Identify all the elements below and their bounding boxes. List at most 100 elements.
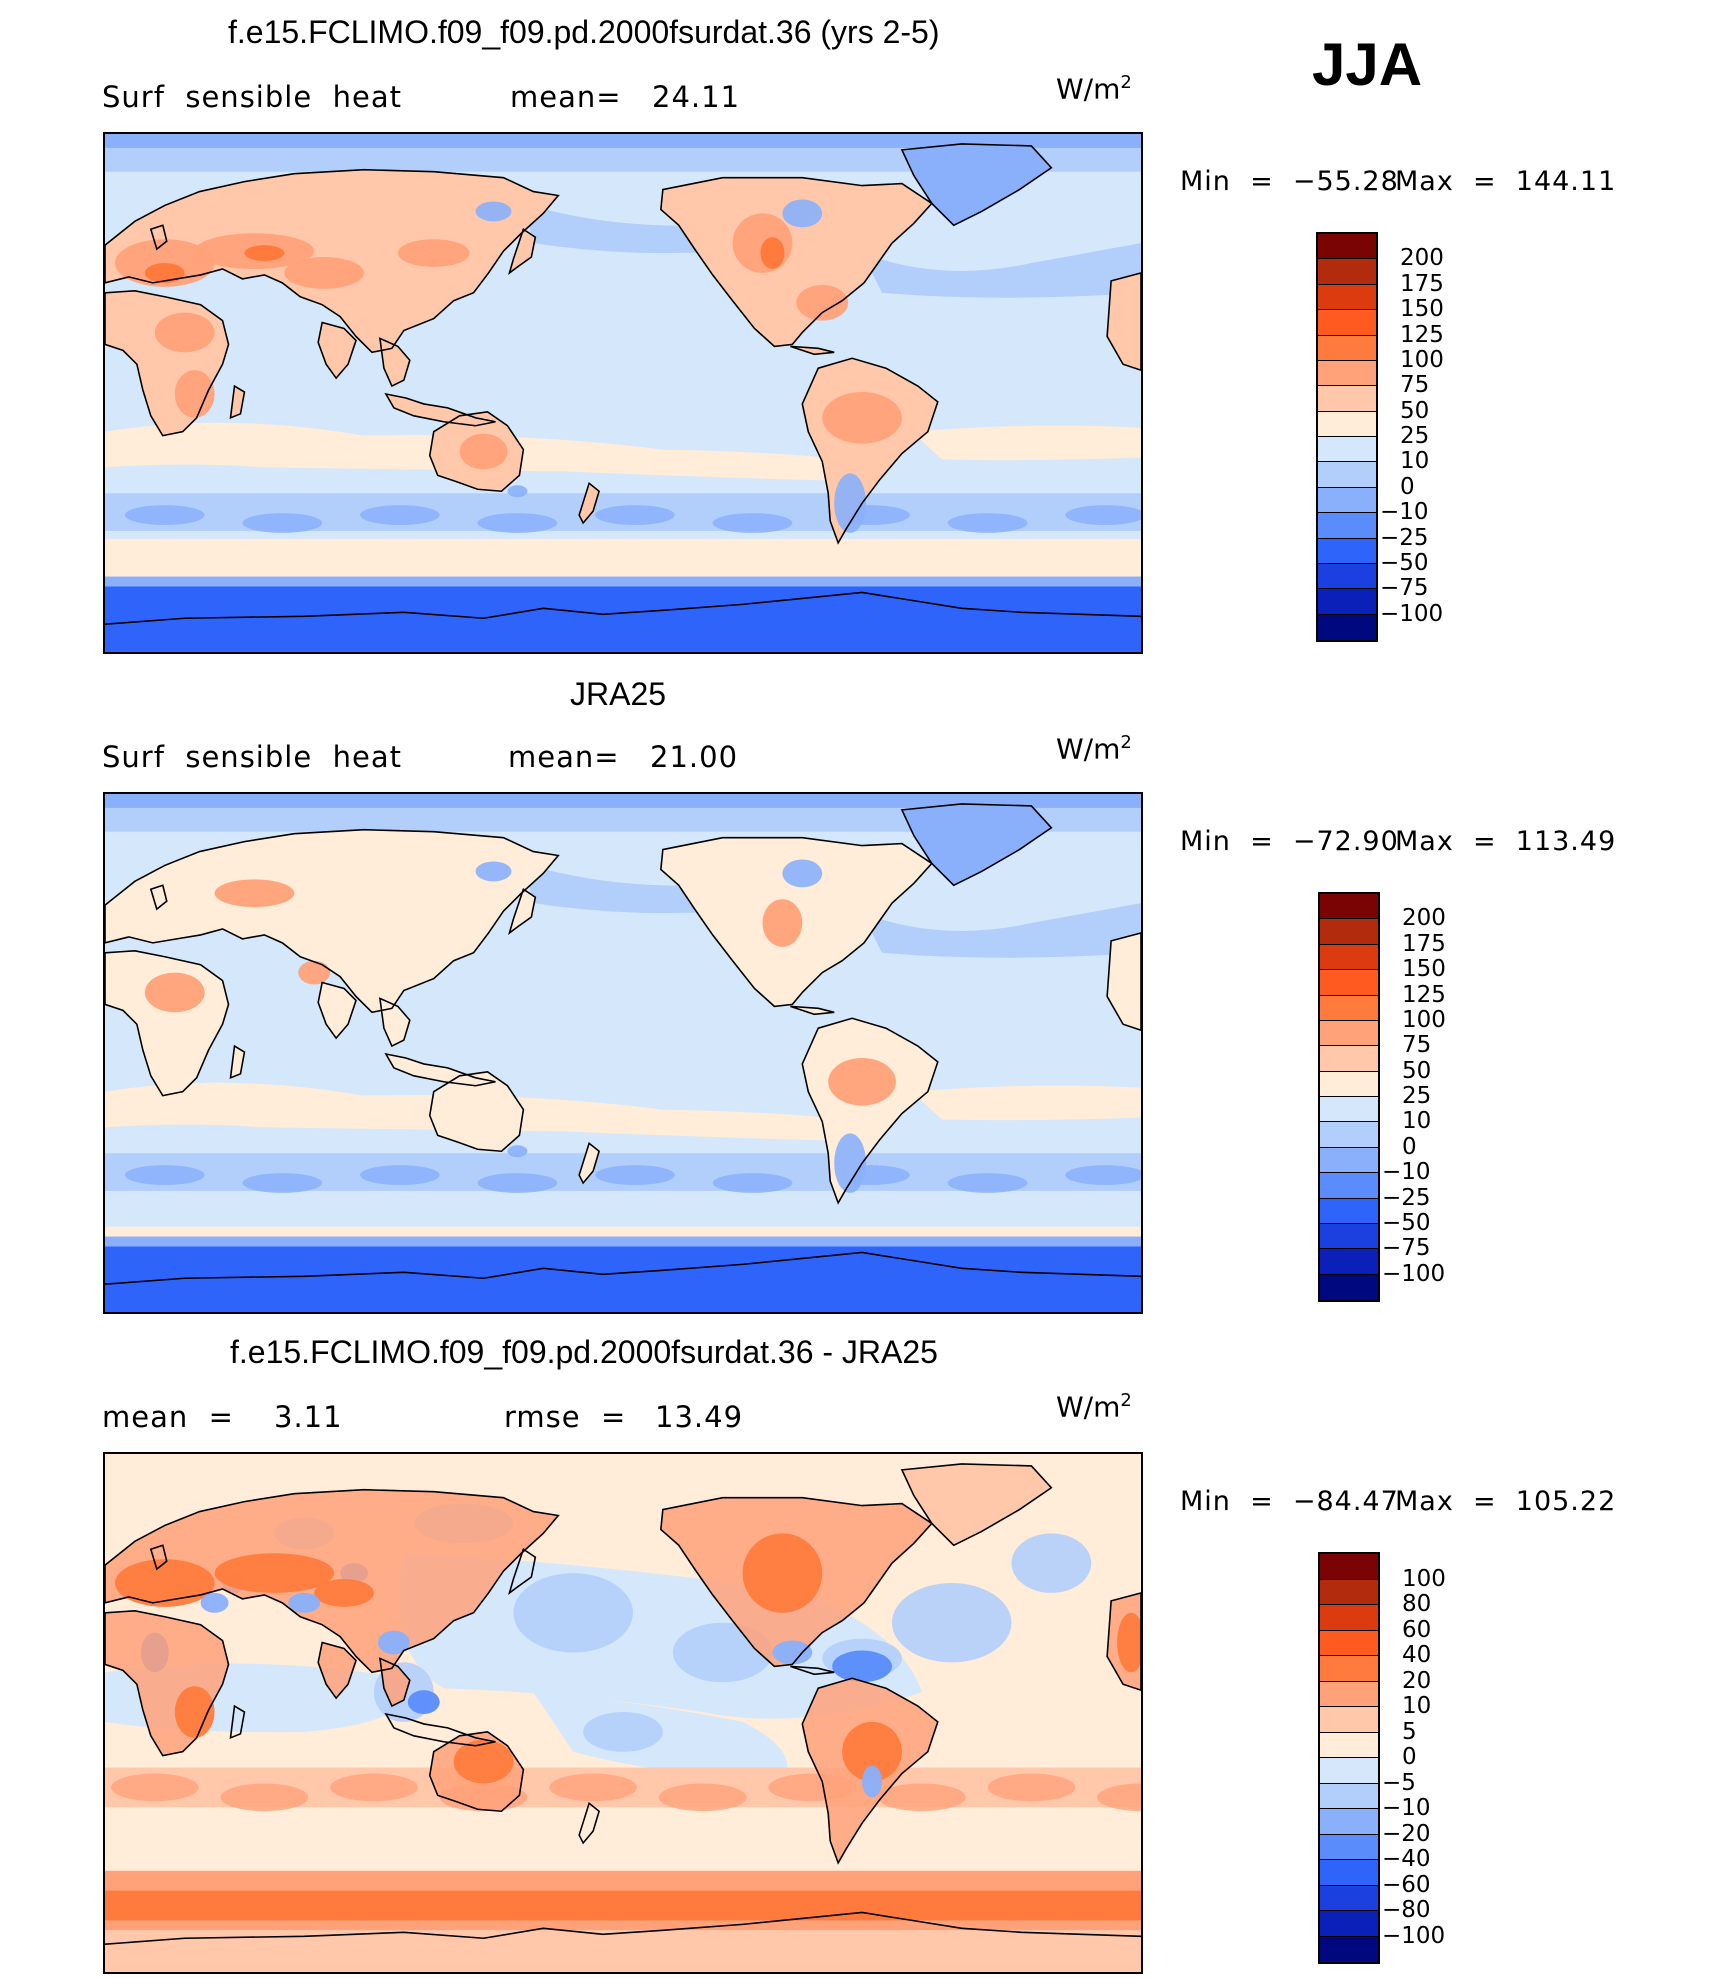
colorbar-box [1320, 1783, 1378, 1809]
colorbar-box [1318, 259, 1376, 285]
colorbar-tick-label: 75 [1402, 1032, 1432, 1059]
colorbar-box [1320, 1885, 1378, 1911]
panel-3-units-base: W/m [1056, 1390, 1121, 1424]
colorbar-tick-label: −60 [1382, 1871, 1431, 1898]
colorbar-tick-label: 100 [1402, 1565, 1446, 1592]
colorbar-box [1318, 386, 1376, 412]
colorbar-box [1318, 462, 1376, 488]
panel-3-map [103, 1452, 1143, 1974]
colorbar-box [1318, 411, 1376, 437]
panel-1-max: Max = 144.11 [1395, 166, 1617, 197]
panel-2-max: Max = 113.49 [1395, 826, 1617, 857]
colorbar-tick-label: −25 [1382, 1184, 1431, 1211]
colorbar-tick-label: −80 [1382, 1897, 1431, 1923]
panel-2-variable-label: Surf sensible heat [102, 740, 402, 774]
colorbar-box [1320, 1071, 1378, 1097]
colorbar-box [1318, 234, 1376, 260]
colorbar-tick-label: −10 [1380, 499, 1429, 526]
colorbar-tick-label: −10 [1382, 1795, 1431, 1821]
colorbar-tick-label: 25 [1400, 423, 1430, 449]
colorbar-box [1320, 1173, 1378, 1199]
panel-3-units: W/m2 [1056, 1390, 1132, 1423]
colorbar-box [1320, 1860, 1378, 1886]
colorbar-box [1320, 1605, 1378, 1631]
colorbar-tick-label: −100 [1382, 1260, 1446, 1287]
colorbar-tick-label: 25 [1402, 1083, 1432, 1109]
panel-1-min: Min = −55.28 [1180, 166, 1399, 197]
panel-3-title: f.e15.FCLIMO.f09_f09.pd.2000fsurdat.36 -… [230, 1334, 938, 1370]
panel-1-title: f.e15.FCLIMO.f09_f09.pd.2000fsurdat.36 (… [228, 14, 940, 50]
colorbar-box [1320, 1656, 1378, 1682]
colorbar-box [1320, 1249, 1378, 1275]
colorbar-box [1320, 1122, 1378, 1148]
colorbar-tick-label: 150 [1402, 956, 1446, 983]
panel-3-mean-value: 3.11 [274, 1400, 343, 1434]
panel-1-units-exp: 2 [1120, 72, 1132, 93]
panel-3-mean-label: mean = [102, 1400, 234, 1434]
panel-2-units-base: W/m [1056, 732, 1121, 766]
colorbar-tick-label: 200 [1402, 905, 1446, 932]
panel-2-colorbar [1318, 892, 1380, 1302]
colorbar-tick-label: −20 [1382, 1820, 1431, 1847]
panel-2-units-exp: 2 [1120, 732, 1132, 753]
colorbar-tick-label: 60 [1402, 1616, 1432, 1643]
panel-1-units: W/m2 [1056, 72, 1132, 105]
panel-1-variable-label: Surf sensible heat [102, 80, 402, 114]
colorbar-tick-label: 10 [1400, 448, 1430, 475]
colorbar-box [1320, 1936, 1378, 1962]
colorbar-box [1320, 1554, 1378, 1580]
panel-3-colorbar [1318, 1552, 1380, 1964]
colorbar-box [1318, 614, 1376, 640]
colorbar-tick-label: −100 [1380, 600, 1444, 627]
panel-2-mean-label: mean= [508, 740, 620, 774]
colorbar-box [1320, 944, 1378, 971]
colorbar-box [1320, 1097, 1378, 1123]
colorbar-box [1320, 1198, 1378, 1224]
colorbar-tick-label: 150 [1400, 296, 1444, 323]
colorbar-box [1320, 1758, 1378, 1784]
colorbar-box [1320, 1707, 1378, 1733]
panel-1-colorbar [1316, 232, 1378, 642]
colorbar-tick-label: 75 [1400, 372, 1430, 399]
colorbar-tick-label: −10 [1382, 1159, 1431, 1186]
colorbar-box [1320, 1834, 1378, 1860]
colorbar-box [1320, 894, 1378, 920]
colorbar-box [1320, 1579, 1378, 1605]
colorbar-box [1320, 1681, 1378, 1707]
colorbar-tick-label: 10 [1402, 1693, 1432, 1719]
colorbar-tick-label: 0 [1402, 1133, 1417, 1160]
panel-1-mean-value: 24.11 [652, 80, 741, 114]
colorbar-box [1320, 1020, 1378, 1047]
colorbar-box [1320, 919, 1378, 945]
contour-field [105, 134, 1141, 652]
colorbar-tick-label: −50 [1382, 1209, 1431, 1236]
colorbar-tick-label: 50 [1402, 1057, 1432, 1084]
colorbar-box [1320, 1223, 1378, 1250]
colorbar-box [1318, 487, 1376, 514]
panel-1-mean-label: mean= [510, 80, 622, 114]
panel-3-units-exp: 2 [1120, 1390, 1132, 1411]
colorbar-tick-label: −75 [1380, 575, 1429, 602]
colorbar-box [1318, 310, 1376, 336]
colorbar-tick-label: 100 [1400, 346, 1444, 373]
colorbar-tick-label: −75 [1382, 1235, 1431, 1262]
colorbar-box [1318, 437, 1376, 463]
panel-1-units-base: W/m [1056, 72, 1121, 106]
colorbar-tick-label: 20 [1402, 1667, 1432, 1694]
panel-3-min: Min = −84.47 [1180, 1486, 1399, 1517]
colorbar-tick-label: 125 [1402, 981, 1446, 1008]
colorbar-tick-label: −5 [1382, 1769, 1416, 1796]
season-label: JJA [1312, 31, 1423, 98]
colorbar-tick-label: −100 [1382, 1922, 1446, 1949]
colorbar-tick-label: 50 [1400, 397, 1430, 424]
colorbar-box [1318, 563, 1376, 590]
colorbar-tick-label: 175 [1402, 930, 1446, 957]
colorbar-box [1320, 970, 1378, 996]
colorbar-box [1318, 335, 1376, 361]
panel-2-map [103, 792, 1143, 1314]
colorbar-box [1320, 1809, 1378, 1835]
colorbar-tick-label: 40 [1402, 1642, 1432, 1668]
colorbar-box [1320, 1732, 1378, 1758]
colorbar-box [1318, 513, 1376, 539]
colorbar-tick-label: −40 [1382, 1846, 1431, 1872]
